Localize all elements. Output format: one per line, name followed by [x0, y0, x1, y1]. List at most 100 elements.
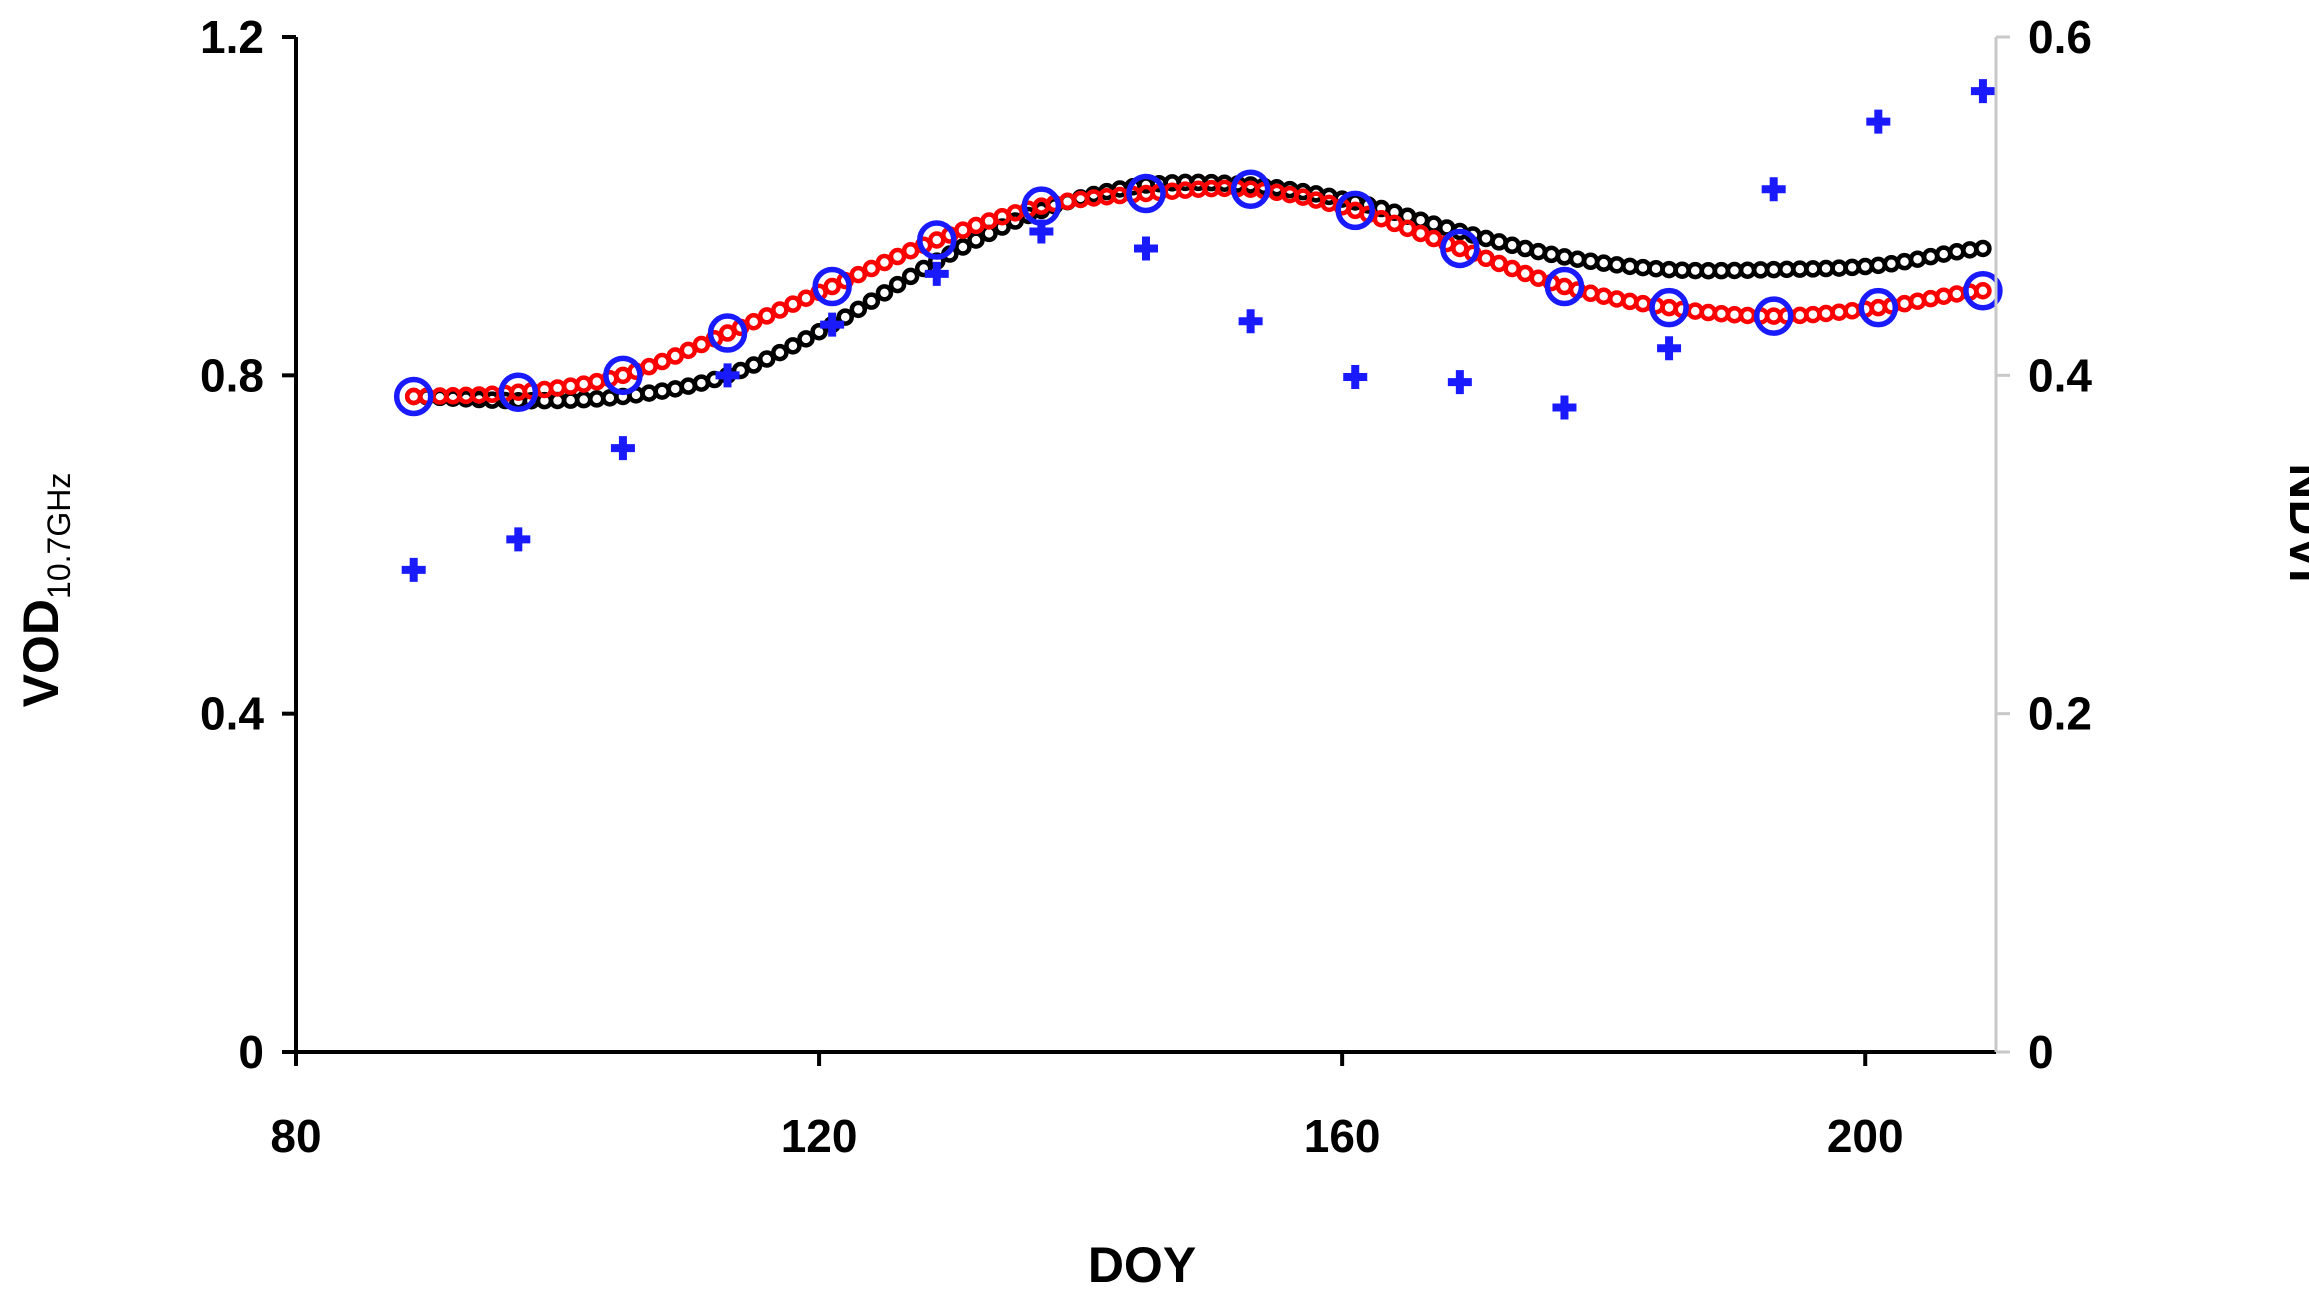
data-point [1908, 292, 1927, 310]
data-point [1858, 287, 1899, 328]
data-point [993, 218, 1011, 236]
data-point [810, 322, 828, 341]
data-point [888, 275, 907, 294]
data-point [784, 295, 802, 313]
data-point [1974, 282, 1992, 300]
data-point [1568, 250, 1587, 268]
x-axis-title: DOY [1088, 1237, 1196, 1293]
data-point [1447, 370, 1472, 395]
data-point [561, 377, 580, 395]
x-tick-label: 160 [1304, 1110, 1381, 1162]
data-point [836, 308, 854, 326]
data-point [849, 265, 868, 284]
data-point [401, 557, 426, 582]
plot-area [393, 79, 2003, 582]
data-point [1761, 177, 1786, 202]
data-point [1134, 236, 1158, 261]
data-point [1552, 395, 1577, 420]
data-point [653, 382, 671, 400]
series-3 [401, 79, 1995, 582]
data-point [875, 253, 894, 272]
y-right-tick-label: 0.4 [2028, 349, 2092, 401]
y-left-tick-label: 1.2 [200, 11, 264, 63]
data-point [1921, 289, 1940, 308]
y-left-tick-label: 0.8 [200, 349, 264, 401]
data-point [758, 307, 776, 325]
x-tick-label: 80 [270, 1110, 321, 1162]
data-point [715, 363, 740, 388]
y-right-tick-label: 0.2 [2028, 688, 2092, 740]
data-point [1238, 309, 1263, 334]
data-point [1934, 245, 1953, 263]
data-point [771, 343, 789, 362]
data-point [1753, 296, 1794, 336]
data-point [862, 292, 881, 310]
y-right-tick-label: 0 [2028, 1026, 2054, 1078]
data-point [1544, 266, 1585, 307]
data-point [393, 376, 434, 417]
data-point [901, 267, 920, 286]
data-point [603, 355, 643, 396]
y-axis-right-title: NDVI [2279, 463, 2309, 582]
data-point [1608, 290, 1626, 308]
data-point [1335, 190, 1375, 231]
data-point [640, 384, 658, 402]
data-point [1634, 294, 1652, 313]
data-point [862, 259, 881, 278]
series-2 [393, 169, 2003, 417]
x-tick-label: 200 [1827, 1110, 1904, 1162]
data-point [758, 350, 776, 368]
data-point [1934, 287, 1953, 305]
data-point [875, 284, 894, 302]
data-point [1555, 248, 1574, 266]
data-point [820, 312, 845, 337]
data-point [498, 372, 539, 412]
data-point [1440, 228, 1480, 269]
data-point [1029, 219, 1054, 244]
data-point [1895, 294, 1914, 313]
data-point [1908, 250, 1927, 268]
y-axis-left-title: VOD10.7GHz [13, 473, 77, 708]
data-point [1542, 245, 1561, 264]
data-point [771, 301, 789, 319]
series-1 [404, 179, 1992, 406]
data-point [888, 247, 907, 266]
data-point [1963, 271, 2003, 311]
data-point [917, 220, 957, 260]
y-axis-left-title-main: VOD [13, 599, 69, 707]
axes: 0 0.4 0.8 1.2 0 0.2 0.4 0.6 80 120 160 200 [200, 11, 2092, 1162]
data-point [967, 231, 985, 249]
data-point [1621, 292, 1639, 311]
data-point [1866, 109, 1891, 134]
data-point [610, 436, 635, 461]
y-right-tick-label: 0.6 [2028, 11, 2092, 63]
data-point [1970, 79, 1995, 104]
data-point [823, 277, 841, 296]
data-point [744, 356, 763, 374]
data-point [849, 300, 868, 319]
series-0 [404, 173, 1992, 410]
data-point [914, 259, 933, 278]
y-left-tick-label: 0 [238, 1026, 264, 1078]
data-point [797, 289, 815, 308]
data-point [574, 375, 593, 393]
data-point [1921, 247, 1940, 266]
data-point [707, 313, 748, 353]
data-point [812, 266, 852, 307]
data-point [1230, 169, 1271, 209]
x-tick-label: 120 [781, 1110, 858, 1162]
y-left-tick-label: 0.4 [200, 688, 264, 740]
data-point [954, 238, 972, 256]
data-point [924, 261, 949, 286]
data-point [744, 312, 763, 331]
data-point [1882, 255, 1901, 273]
y-axis-left-title-subscript: 10.7GHz [41, 473, 77, 599]
data-point [1649, 287, 1689, 328]
data-point [506, 527, 531, 552]
data-point [1126, 173, 1166, 214]
data-point [797, 330, 815, 348]
data-point [1895, 252, 1914, 271]
data-point [1343, 365, 1368, 390]
data-point [679, 341, 698, 360]
